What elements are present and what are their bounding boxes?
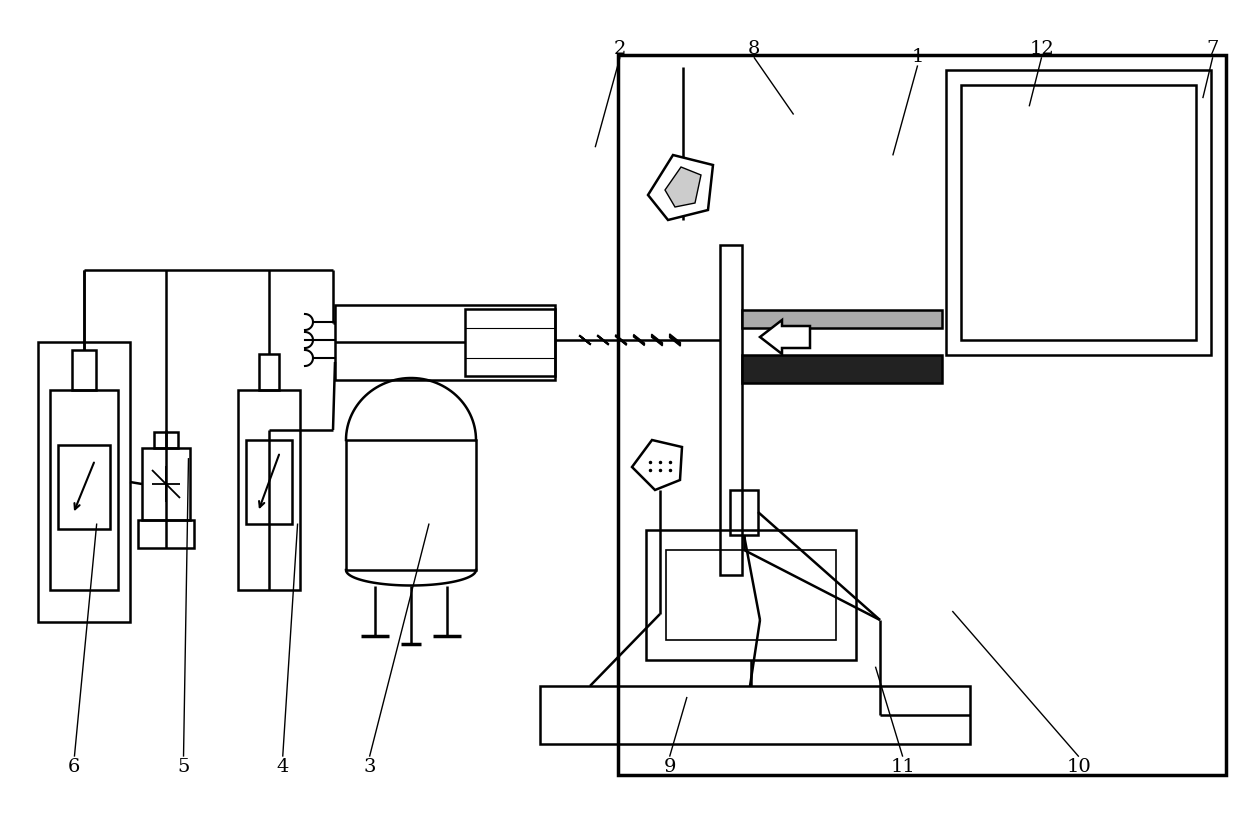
Bar bbox=[154, 432, 179, 448]
Polygon shape bbox=[665, 167, 701, 207]
Text: 4: 4 bbox=[277, 758, 289, 776]
Bar bbox=[946, 70, 1211, 355]
Bar bbox=[961, 85, 1197, 340]
Bar bbox=[742, 310, 942, 328]
Bar bbox=[246, 440, 291, 524]
Bar bbox=[346, 440, 476, 570]
Text: 7: 7 bbox=[1207, 40, 1219, 58]
Bar bbox=[50, 390, 118, 590]
Bar bbox=[72, 350, 95, 390]
Text: 8: 8 bbox=[748, 40, 760, 58]
Text: 6: 6 bbox=[68, 758, 81, 776]
Bar bbox=[143, 448, 190, 520]
Bar bbox=[666, 550, 836, 640]
Bar bbox=[465, 309, 556, 376]
Bar bbox=[618, 55, 1226, 775]
Text: 12: 12 bbox=[1029, 40, 1054, 58]
Bar bbox=[742, 355, 942, 383]
Text: 5: 5 bbox=[177, 758, 190, 776]
Bar bbox=[730, 490, 758, 535]
Polygon shape bbox=[632, 440, 682, 490]
Text: 10: 10 bbox=[1066, 758, 1091, 776]
Bar bbox=[720, 245, 742, 575]
Bar bbox=[335, 305, 556, 380]
Text: 1: 1 bbox=[911, 48, 924, 66]
Text: 9: 9 bbox=[663, 758, 676, 776]
Text: 2: 2 bbox=[614, 40, 626, 58]
Bar bbox=[539, 686, 970, 744]
FancyArrow shape bbox=[760, 320, 810, 354]
Bar bbox=[259, 354, 279, 390]
Bar bbox=[38, 342, 130, 622]
Bar bbox=[138, 520, 193, 548]
Bar bbox=[646, 530, 856, 660]
Text: 11: 11 bbox=[890, 758, 915, 776]
Bar bbox=[58, 445, 110, 529]
Polygon shape bbox=[649, 155, 713, 220]
Bar bbox=[238, 390, 300, 590]
Text: 3: 3 bbox=[363, 758, 376, 776]
